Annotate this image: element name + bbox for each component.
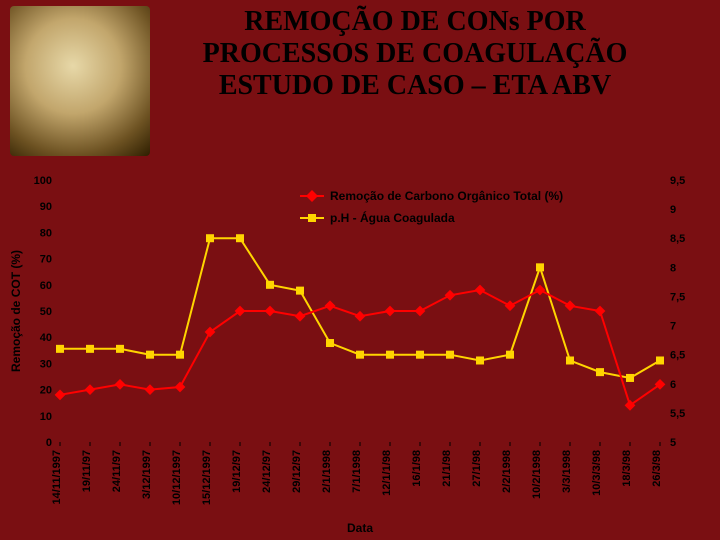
series-ph-marker [357, 351, 364, 358]
series-ph-marker [417, 351, 424, 358]
series-cot-marker [445, 290, 456, 301]
x-tick-label: 10/3/3/98 [591, 450, 603, 496]
series-ph-marker [117, 345, 124, 352]
series-ph-marker [237, 235, 244, 242]
x-axis-label: Data [347, 521, 373, 535]
y-left-tick-label: 100 [34, 175, 52, 187]
series-ph-marker [567, 357, 574, 364]
series-cot-marker [505, 300, 516, 311]
y-right-tick-label: 8,5 [670, 233, 685, 245]
x-tick-label: 26/3/98 [651, 450, 663, 487]
legend-label: Remoção de Carbono Orgânico Total (%) [330, 189, 563, 203]
x-tick-label: 2/1/1998 [321, 450, 333, 493]
series-ph-marker [147, 351, 154, 358]
series-cot-marker [355, 311, 366, 322]
series-cot-marker [415, 306, 426, 317]
y-right-tick-label: 6,5 [670, 350, 685, 362]
series-cot-marker [385, 306, 396, 317]
x-tick-label: 15/12/1997 [201, 450, 213, 505]
series-cot-marker [325, 300, 336, 311]
y-right-tick-label: 9 [670, 204, 676, 216]
x-tick-label: 10/12/1997 [171, 450, 183, 505]
series-cot-marker [265, 306, 276, 317]
x-tick-label: 16/1/98 [411, 450, 423, 487]
x-tick-label: 14/11/1997 [51, 450, 63, 504]
x-tick-label: 3/3/1998 [561, 450, 573, 493]
series-cot-marker [595, 306, 606, 317]
series-ph-marker [327, 340, 334, 347]
y-right-tick-label: 9,5 [670, 175, 685, 187]
series-cot-marker [85, 384, 96, 395]
series-ph-marker [537, 264, 544, 271]
series-cot-marker [115, 379, 126, 390]
y-right-tick-label: 7,5 [670, 291, 685, 303]
y-left-tick-label: 10 [40, 411, 52, 423]
y-left-tick-label: 30 [40, 358, 52, 370]
y-left-tick-label: 50 [40, 306, 52, 318]
y-left-tick-label: 70 [40, 254, 52, 266]
y-right-tick-label: 5,5 [670, 408, 685, 420]
series-ph-marker [507, 351, 514, 358]
x-tick-label: 19/11/97 [81, 450, 93, 492]
y-left-tick-label: 60 [40, 280, 52, 292]
y-left-tick-label: 20 [40, 385, 52, 397]
x-tick-label: 7/1/1998 [351, 450, 363, 493]
series-cot-marker [535, 285, 546, 296]
series-ph-marker [57, 345, 64, 352]
series-cot-marker [145, 384, 156, 395]
series-ph-marker [657, 357, 664, 364]
series-ph-marker [177, 351, 184, 358]
series-cot-marker [295, 311, 306, 322]
series-cot-marker [55, 389, 66, 400]
series-ph-marker [597, 369, 604, 376]
x-tick-label: 18/3/98 [621, 450, 633, 487]
x-tick-label: 24/12/97 [261, 450, 273, 493]
x-tick-label: 19/12/97 [231, 450, 243, 493]
series-ph-marker [627, 374, 634, 381]
x-tick-label: 12/1/1/98 [381, 450, 393, 496]
series-ph-marker [267, 281, 274, 288]
y-left-tick-label: 90 [40, 201, 52, 213]
series-ph-marker [207, 235, 214, 242]
series-ph-marker [477, 357, 484, 364]
y-right-tick-label: 7 [670, 321, 676, 333]
x-tick-label: 10/2/1998 [531, 450, 543, 499]
x-tick-label: 27/1/98 [471, 450, 483, 487]
x-tick-label: 29/12/97 [291, 450, 303, 493]
y-right-tick-label: 6 [670, 379, 676, 391]
y-axis-label: Remoção de COT (%) [9, 250, 23, 372]
x-tick-label: 21/1/98 [441, 450, 453, 487]
legend-square-icon [308, 214, 316, 222]
series-ph-marker [447, 351, 454, 358]
y-left-tick-label: 40 [40, 332, 52, 344]
series-ph-marker [297, 287, 304, 294]
y-right-tick-label: 5 [670, 437, 676, 449]
legend-label: p.H - Água Coagulada [330, 210, 455, 225]
y-left-tick-label: 0 [46, 437, 52, 449]
x-tick-label: 2/2/1998 [501, 450, 513, 493]
x-tick-label: 3/12/1997 [141, 450, 153, 499]
series-cot-marker [175, 382, 186, 393]
series-cot-marker [565, 300, 576, 311]
legend-diamond-icon [306, 190, 318, 202]
series-cot-marker [475, 285, 486, 296]
x-tick-label: 24/11/97 [111, 450, 123, 492]
y-right-tick-label: 8 [670, 262, 676, 274]
series-ph-marker [387, 351, 394, 358]
series-ph-marker [87, 345, 94, 352]
y-left-tick-label: 80 [40, 227, 52, 239]
chart-canvas: 0 10 20 30 40 50 60 70 80 90 100 5 5,5 6 6,5 7 7,5 8 8,5 9 9… [0, 0, 720, 540]
